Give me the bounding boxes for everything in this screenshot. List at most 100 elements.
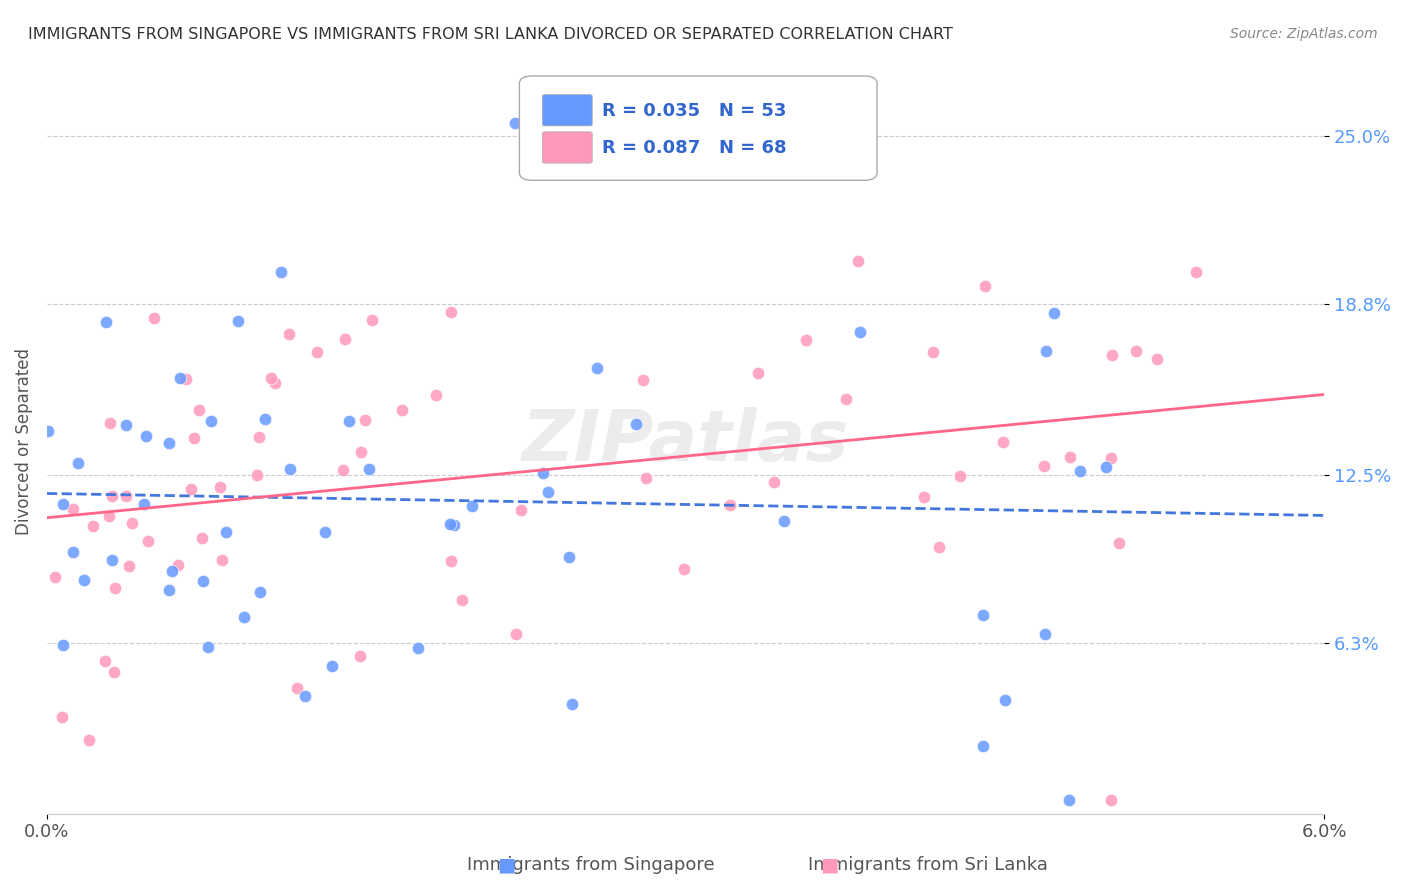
Immigrants from Sri Lanka — [167, 558, 190, 573]
FancyBboxPatch shape — [519, 76, 877, 180]
Immigrants from Singapore — [270, 265, 292, 279]
Text: Source: ZipAtlas.com: Source: ZipAtlas.com — [1230, 27, 1378, 41]
Immigrants from Sri Lanka — [1101, 348, 1123, 362]
Immigrants from Singapore — [1035, 344, 1057, 359]
Immigrants from Sri Lanka — [631, 373, 654, 387]
Immigrants from Sri Lanka — [353, 413, 375, 427]
Immigrants from Sri Lanka — [991, 435, 1014, 450]
Immigrants from Sri Lanka — [1059, 450, 1081, 464]
Immigrants from Sri Lanka — [391, 403, 413, 417]
Immigrants from Sri Lanka — [1033, 458, 1056, 473]
FancyBboxPatch shape — [543, 95, 592, 126]
Immigrants from Sri Lanka — [361, 313, 384, 327]
Immigrants from Sri Lanka — [440, 305, 463, 319]
Immigrants from Singapore — [1042, 305, 1064, 319]
Immigrants from Sri Lanka — [98, 508, 121, 523]
Immigrants from Sri Lanka — [191, 531, 214, 545]
Immigrants from Singapore — [461, 499, 484, 513]
Immigrants from Singapore — [278, 462, 301, 476]
Immigrants from Sri Lanka — [287, 681, 309, 695]
Immigrants from Singapore — [52, 497, 75, 511]
Immigrants from Sri Lanka — [974, 279, 997, 293]
Immigrants from Singapore — [94, 315, 117, 329]
Immigrants from Sri Lanka — [1099, 793, 1122, 807]
Immigrants from Sri Lanka — [425, 388, 447, 402]
Immigrants from Singapore — [443, 518, 465, 533]
Immigrants from Singapore — [585, 360, 607, 375]
Immigrants from Singapore — [52, 638, 75, 652]
Immigrants from Singapore — [994, 693, 1017, 707]
Immigrants from Singapore — [773, 514, 796, 528]
Immigrants from Sri Lanka — [103, 665, 125, 679]
Immigrants from Sri Lanka — [1108, 536, 1130, 550]
Immigrants from Singapore — [624, 417, 647, 431]
Immigrants from Sri Lanka — [278, 326, 301, 341]
Text: Immigrants from Sri Lanka: Immigrants from Sri Lanka — [808, 856, 1047, 874]
Immigrants from Sri Lanka — [101, 489, 124, 503]
Immigrants from Sri Lanka — [1099, 450, 1122, 465]
FancyBboxPatch shape — [543, 132, 592, 163]
Immigrants from Sri Lanka — [188, 402, 211, 417]
Immigrants from Sri Lanka — [264, 376, 287, 390]
Immigrants from Sri Lanka — [440, 554, 463, 568]
Immigrants from Singapore — [249, 585, 271, 599]
Immigrants from Singapore — [531, 467, 554, 481]
Immigrants from Singapore — [132, 496, 155, 510]
Immigrants from Sri Lanka — [450, 593, 472, 607]
Immigrants from Sri Lanka — [1146, 352, 1168, 367]
Text: ■: ■ — [496, 855, 516, 874]
Immigrants from Singapore — [197, 640, 219, 654]
Immigrants from Singapore — [62, 545, 84, 559]
Immigrants from Sri Lanka — [117, 559, 139, 574]
Immigrants from Sri Lanka — [505, 627, 527, 641]
Immigrants from Sri Lanka — [103, 582, 125, 596]
Immigrants from Sri Lanka — [510, 502, 533, 516]
Immigrants from Singapore — [406, 641, 429, 656]
Immigrants from Sri Lanka — [949, 469, 972, 483]
Immigrants from Singapore — [314, 524, 336, 539]
Immigrants from Sri Lanka — [1185, 265, 1208, 279]
Y-axis label: Divorced or Separated: Divorced or Separated — [15, 348, 32, 534]
Immigrants from Singapore — [215, 524, 238, 539]
Immigrants from Singapore — [972, 608, 994, 623]
Immigrants from Sri Lanka — [209, 480, 232, 494]
Text: ■: ■ — [820, 855, 839, 874]
Immigrants from Singapore — [101, 553, 124, 567]
Immigrants from Sri Lanka — [115, 490, 138, 504]
Immigrants from Sri Lanka — [260, 370, 283, 384]
Immigrants from Singapore — [1033, 627, 1056, 641]
Immigrants from Sri Lanka — [1125, 344, 1147, 359]
Immigrants from Sri Lanka — [922, 345, 945, 359]
Immigrants from Sri Lanka — [183, 431, 205, 445]
Text: Immigrants from Singapore: Immigrants from Singapore — [467, 856, 714, 874]
Immigrants from Sri Lanka — [176, 372, 198, 386]
Immigrants from Singapore — [439, 516, 461, 531]
Text: IMMIGRANTS FROM SINGAPORE VS IMMIGRANTS FROM SRI LANKA DIVORCED OR SEPARATED COR: IMMIGRANTS FROM SINGAPORE VS IMMIGRANTS … — [28, 27, 953, 42]
Immigrants from Sri Lanka — [51, 710, 73, 724]
Immigrants from Sri Lanka — [718, 498, 741, 512]
Immigrants from Sri Lanka — [928, 541, 950, 555]
Immigrants from Sri Lanka — [333, 333, 356, 347]
Immigrants from Sri Lanka — [94, 654, 117, 668]
Immigrants from Sri Lanka — [121, 516, 143, 530]
Immigrants from Singapore — [200, 414, 222, 428]
Immigrants from Singapore — [294, 689, 316, 703]
Immigrants from Singapore — [537, 484, 560, 499]
Immigrants from Singapore — [162, 564, 184, 578]
Text: R = 0.087   N = 68: R = 0.087 N = 68 — [602, 139, 787, 157]
Immigrants from Sri Lanka — [211, 553, 233, 567]
Immigrants from Singapore — [169, 370, 191, 384]
Immigrants from Sri Lanka — [835, 392, 858, 407]
Immigrants from Singapore — [1069, 465, 1091, 479]
Immigrants from Singapore — [73, 573, 96, 587]
Immigrants from Sri Lanka — [332, 463, 354, 477]
Immigrants from Singapore — [253, 412, 276, 426]
Immigrants from Sri Lanka — [305, 344, 328, 359]
Text: ZIPatlas: ZIPatlas — [522, 407, 849, 475]
Immigrants from Singapore — [503, 116, 526, 130]
Immigrants from Sri Lanka — [246, 467, 269, 482]
Immigrants from Sri Lanka — [100, 416, 122, 430]
Immigrants from Singapore — [37, 425, 59, 439]
Immigrants from Sri Lanka — [62, 501, 84, 516]
Immigrants from Sri Lanka — [846, 254, 869, 268]
